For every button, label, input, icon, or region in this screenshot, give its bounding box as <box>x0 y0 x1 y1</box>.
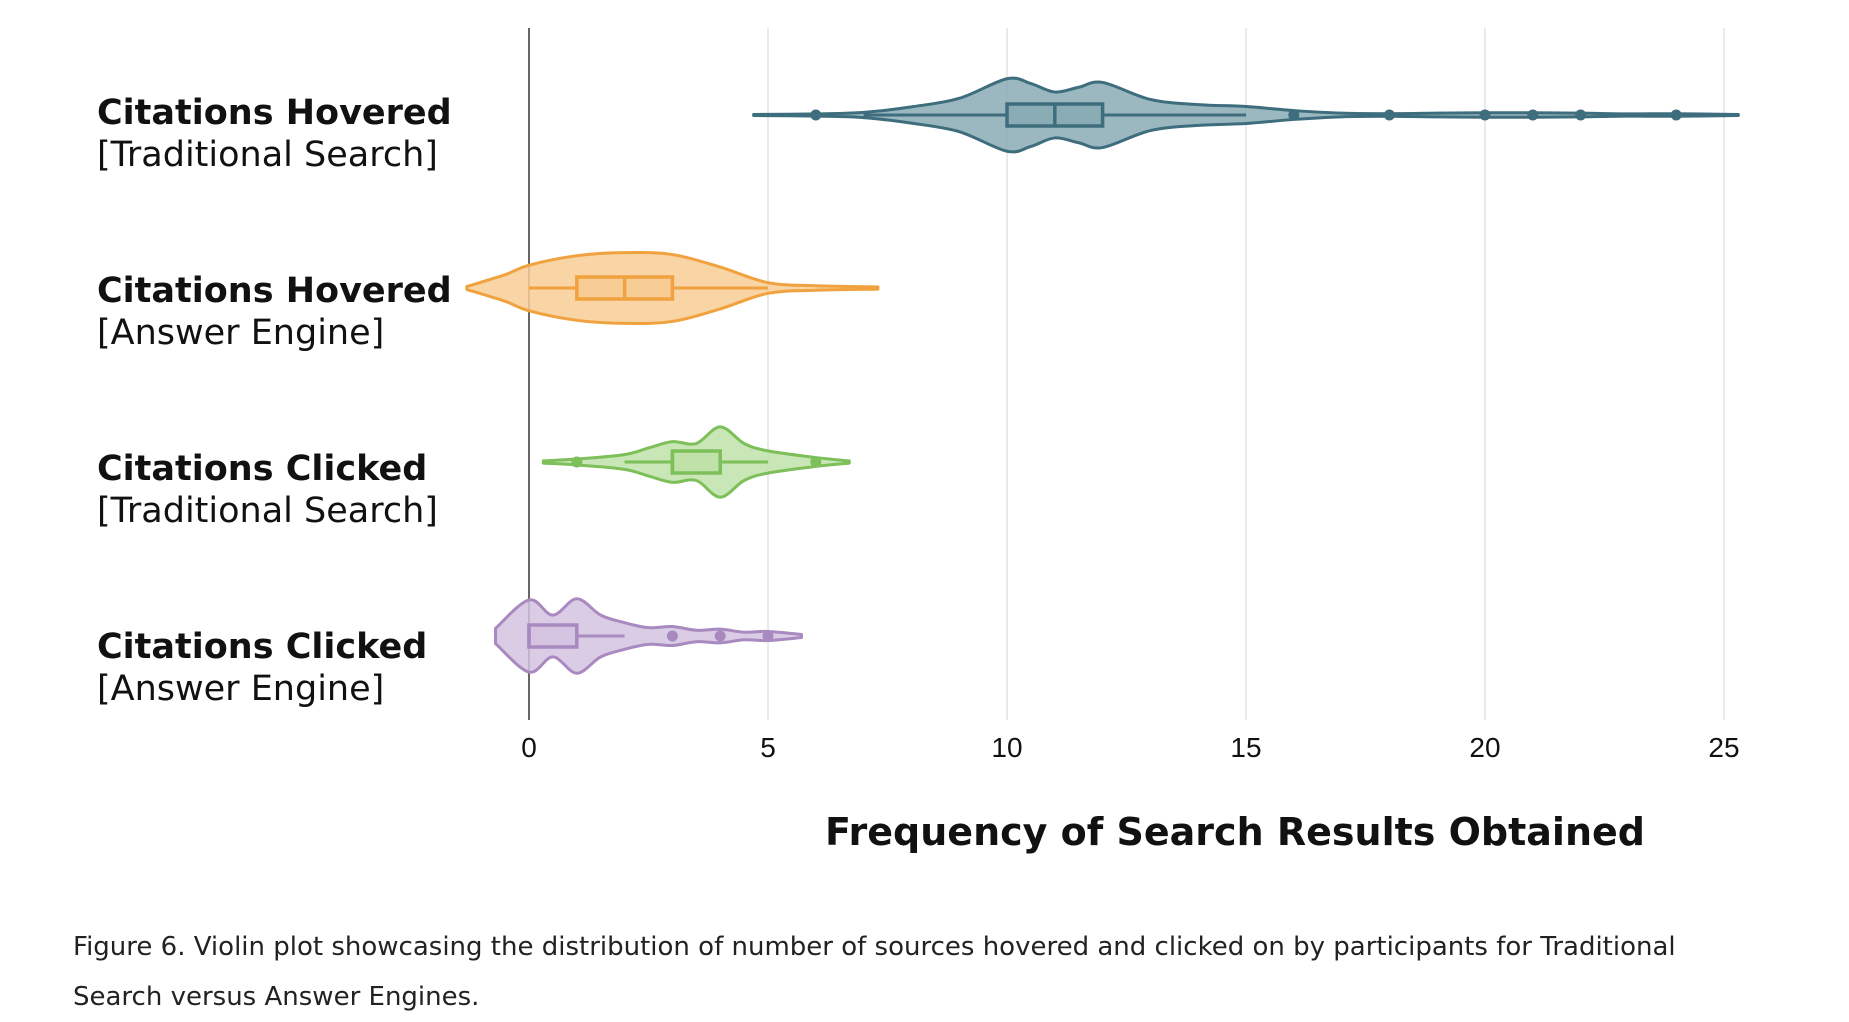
category-label-subtitle: [Answer Engine] <box>97 669 385 709</box>
x-tick-label: 15 <box>1230 732 1261 763</box>
outlier-point <box>1670 109 1682 121</box>
gridlines <box>767 28 1725 720</box>
x-tick-label: 0 <box>521 732 537 763</box>
x-tick-label: 10 <box>991 732 1022 763</box>
outlier-point <box>762 630 774 642</box>
category-label-title: Citations Hovered <box>97 93 452 133</box>
violins <box>465 76 1740 675</box>
outlier-point <box>571 456 583 468</box>
category-label-subtitle: [Traditional Search] <box>97 135 438 175</box>
outlier-point <box>666 630 678 642</box>
category-label-title: Citations Hovered <box>97 271 452 311</box>
outlier-point <box>1288 109 1300 121</box>
violin-series <box>465 251 880 325</box>
violin-chart: 0 5 10 15 20 25 <box>465 28 1740 763</box>
violin-body <box>494 597 803 675</box>
x-tick-label: 25 <box>1708 732 1739 763</box>
category-label-title: Citations Clicked <box>97 627 428 667</box>
x-tick-label: 20 <box>1469 732 1500 763</box>
outlier-point <box>1383 109 1395 121</box>
outlier-point <box>1527 109 1539 121</box>
outlier-point <box>1575 109 1587 121</box>
violin-series <box>752 76 1740 154</box>
category-label-clicked-traditional: Citations Clicked [Traditional Search] <box>97 448 438 532</box>
outlier-point <box>810 456 822 468</box>
category-label-title: Citations Clicked <box>97 449 428 489</box>
violin-box <box>670 449 722 475</box>
violin-series <box>541 425 851 499</box>
x-axis-title: Frequency of Search Results Obtained <box>825 810 1645 854</box>
figure-caption: Figure 6. Violin plot showcasing the dis… <box>73 932 1676 1012</box>
outlier-point <box>1479 109 1491 121</box>
category-label-hovered-traditional: Citations Hovered [Traditional Search] <box>97 92 452 176</box>
outlier-point <box>810 109 822 121</box>
violin-box <box>527 623 579 649</box>
outlier-point <box>714 630 726 642</box>
x-tick-labels: 0 5 10 15 20 25 <box>521 732 1739 763</box>
category-label-subtitle: [Answer Engine] <box>97 313 385 353</box>
violin-series <box>494 597 803 675</box>
x-tick-label: 5 <box>760 732 776 763</box>
category-label-subtitle: [Traditional Search] <box>97 491 438 531</box>
category-label-hovered-answer: Citations Hovered [Answer Engine] <box>97 270 452 354</box>
category-label-clicked-answer: Citations Clicked [Answer Engine] <box>97 626 427 710</box>
